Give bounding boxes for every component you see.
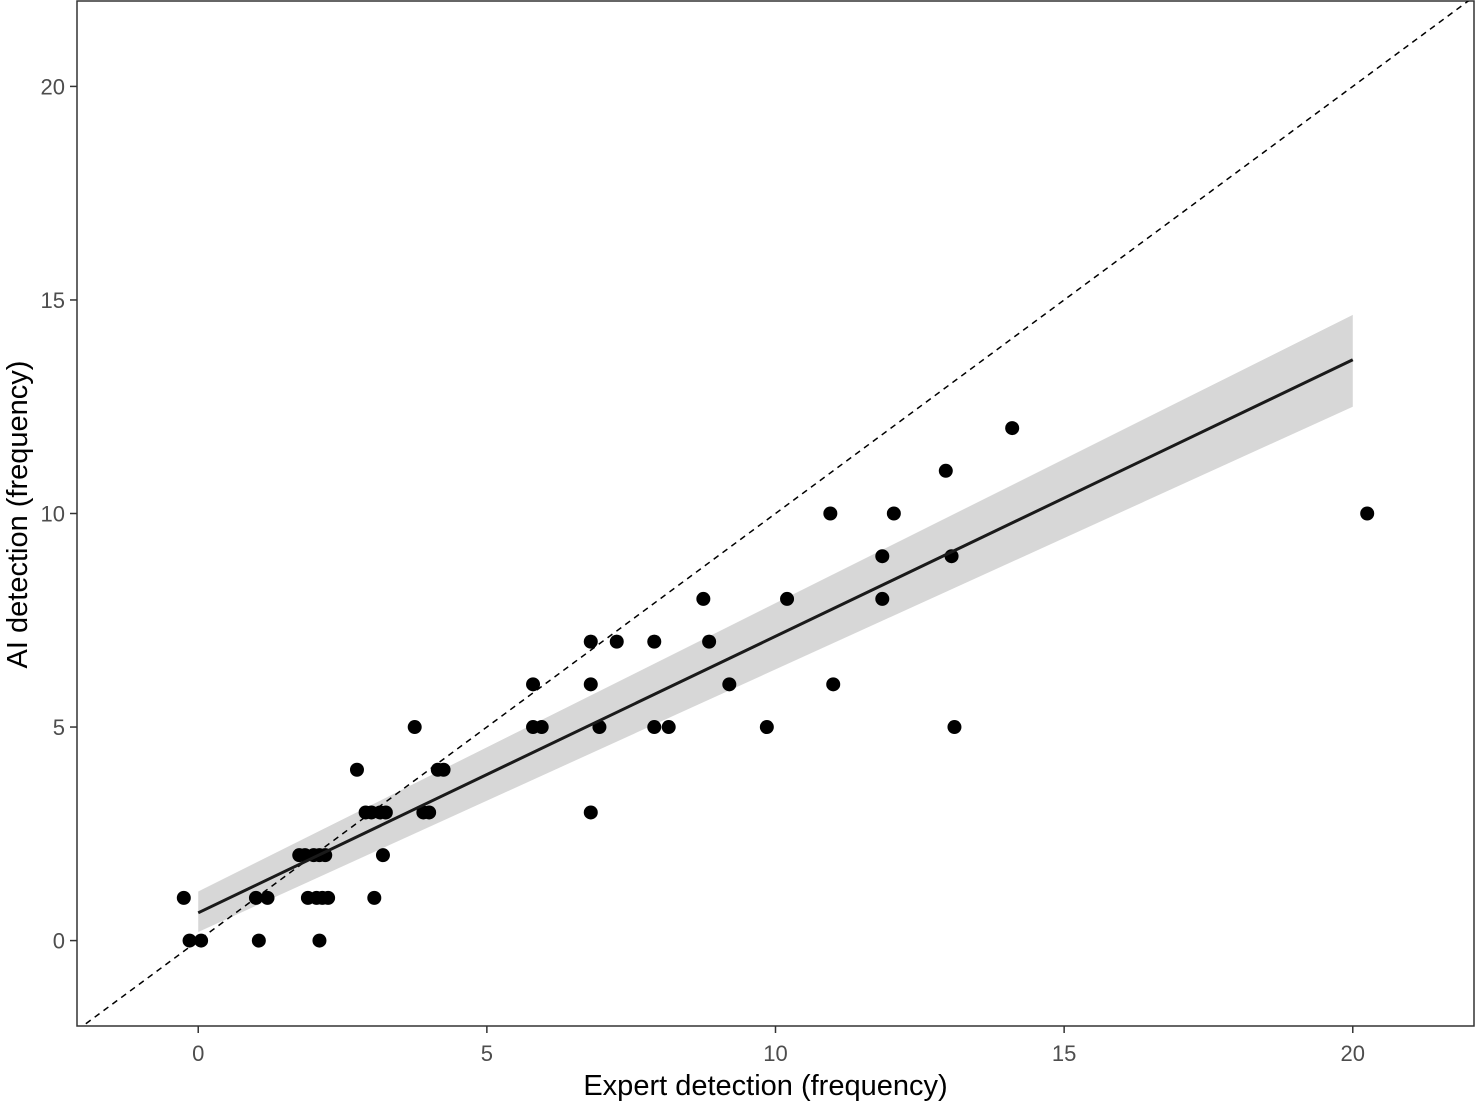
x-tick-label: 15 [1052, 1041, 1076, 1066]
x-axis-title: Expert detection (frequency) [583, 1070, 947, 1102]
plot-panel [76, 0, 1475, 1027]
data-point [1005, 421, 1020, 436]
x-tick-label: 20 [1341, 1041, 1365, 1066]
data-point [375, 848, 390, 863]
y-axis: 0 5 10 15 20 [41, 74, 77, 954]
data-point [176, 890, 191, 905]
y-axis-title: AI detection (frequency) [2, 361, 34, 669]
data-point [194, 933, 209, 948]
data-point [248, 890, 263, 905]
data-point [647, 634, 662, 649]
data-point [722, 677, 737, 692]
data-point [947, 720, 962, 735]
data-point [780, 591, 795, 606]
data-point [312, 933, 327, 948]
data-point [647, 720, 662, 735]
x-axis: 0 5 10 15 20 [192, 1026, 1365, 1066]
data-point [702, 634, 717, 649]
data-point [260, 890, 275, 905]
y-tick-label: 15 [41, 288, 65, 313]
data-point [349, 762, 364, 777]
data-point [436, 762, 451, 777]
data-point [251, 933, 266, 948]
data-point [321, 890, 336, 905]
points-layer [176, 421, 1375, 948]
data-point [886, 506, 901, 521]
data-point [759, 720, 774, 735]
data-point [407, 720, 422, 735]
regression-fit-line [197, 358, 1354, 915]
data-point [422, 805, 437, 820]
x-tick-label: 5 [481, 1041, 493, 1066]
data-point [823, 506, 838, 521]
y-tick-label: 5 [53, 715, 65, 740]
data-point [182, 933, 197, 948]
data-point [378, 805, 393, 820]
data-point [826, 677, 841, 692]
data-point [583, 677, 598, 692]
data-point [875, 549, 890, 564]
confidence-band [198, 314, 1353, 933]
data-point [875, 591, 890, 606]
data-point [526, 677, 541, 692]
data-point [609, 634, 624, 649]
data-point [583, 805, 598, 820]
data-point [938, 463, 953, 478]
fit-line-layer [197, 358, 1354, 915]
data-point [661, 720, 676, 735]
y-tick-label: 0 [53, 929, 65, 954]
data-point [534, 720, 549, 735]
y-tick-label: 10 [41, 502, 65, 527]
x-tick-label: 10 [763, 1041, 787, 1066]
data-point [696, 591, 711, 606]
data-point [1360, 506, 1375, 521]
data-point [583, 634, 598, 649]
data-point [367, 890, 382, 905]
y-tick-label: 20 [41, 74, 65, 99]
x-tick-label: 0 [192, 1041, 204, 1066]
confidence-band-layer [198, 314, 1353, 933]
